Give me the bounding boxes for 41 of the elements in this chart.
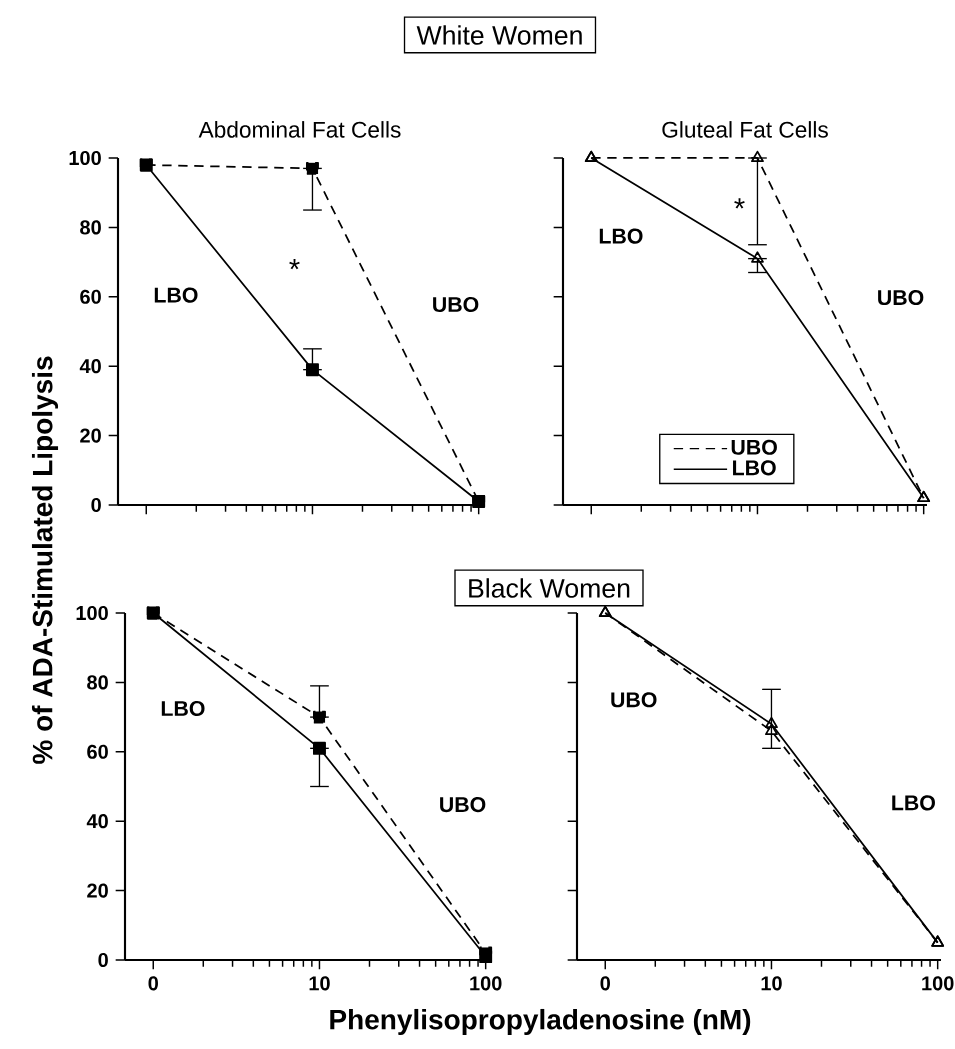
- point: [305, 363, 319, 377]
- point: [313, 741, 326, 755]
- x-tick-label: 10: [309, 976, 330, 991]
- y-tick-label: 60: [87, 744, 108, 759]
- y-tick-label: 80: [87, 675, 108, 690]
- chart-subtitle: White Women: [416, 25, 582, 45]
- series-label: LBO: [161, 700, 205, 717]
- y-tick-label: 100: [69, 150, 101, 166]
- x-tick-label: 10: [761, 976, 782, 991]
- y-tick-label: 100: [76, 605, 108, 621]
- x-tick-label: 0: [600, 976, 610, 991]
- chart-title: Abdominal Fat Cells: [198, 121, 401, 138]
- y-tick-label: 60: [80, 289, 101, 304]
- y-axis-title: % of ADA-Stimulated Lipolysis: [31, 356, 59, 764]
- legend-label: UBO: [731, 439, 777, 455]
- y-tick-label: 0: [98, 952, 108, 968]
- annotation: *: [734, 198, 745, 209]
- text: UBO: [440, 797, 486, 813]
- point: [479, 950, 493, 963]
- y-tick-label: 40: [86, 814, 108, 829]
- point: [313, 710, 326, 724]
- annotation: *: [289, 258, 300, 270]
- y-tick-label: 20: [80, 428, 101, 443]
- y-tick-label: 0: [91, 497, 101, 513]
- x-axis-title: Phenylisopropyladenosine (nM): [330, 1008, 751, 1036]
- text: UBO: [433, 296, 479, 313]
- x-tick-label: 0: [148, 976, 158, 991]
- legend-label: LBO: [733, 460, 776, 476]
- text: Black Women: [469, 578, 630, 598]
- text: LBO: [892, 795, 935, 811]
- x-tick-label: 100: [470, 976, 502, 991]
- text: LBO: [599, 228, 643, 244]
- series-label: LBO: [154, 287, 198, 303]
- y-tick-label: 40: [79, 359, 101, 374]
- y-tick-label: 80: [80, 220, 101, 235]
- x-tick-label: 100: [922, 976, 954, 991]
- chart-title: Gluteal Fat Cells: [662, 121, 828, 138]
- y-tick-label: 20: [87, 883, 108, 898]
- point: [305, 161, 319, 175]
- series-label: UBO: [611, 692, 657, 708]
- text: UBO: [878, 289, 924, 306]
